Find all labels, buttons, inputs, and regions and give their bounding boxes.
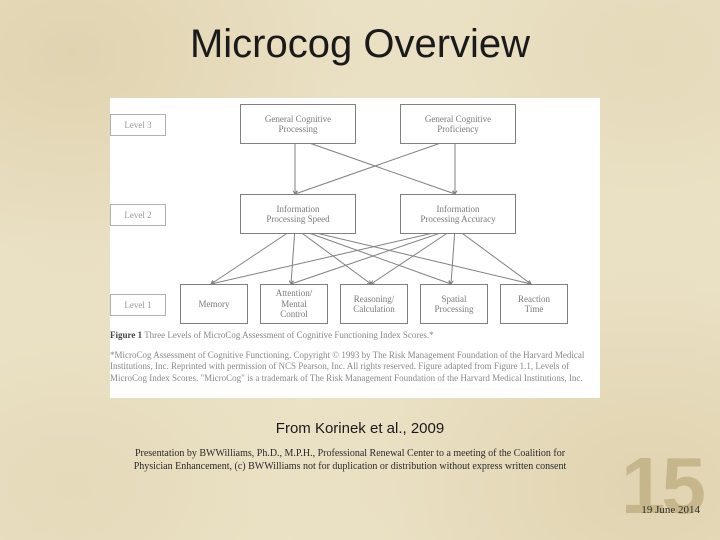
diagram-box-l3a: General CognitiveProcessing bbox=[240, 104, 356, 144]
diagram-box-l1b: Attention/MentalControl bbox=[260, 284, 328, 324]
source-line: From Korinek et al., 2009 bbox=[0, 420, 720, 437]
level-label: Level 3 bbox=[110, 114, 166, 136]
diagram-box-l2a: InformationProcessing Speed bbox=[240, 194, 356, 234]
figure-caption-line1: Three Levels of MicroCog Assessment of C… bbox=[144, 330, 433, 340]
figure-footnote: *MicroCog Assessment of Cognitive Functi… bbox=[110, 350, 590, 384]
figure-area: Figure 1 Three Levels of MicroCog Assess… bbox=[110, 98, 600, 398]
figure-caption-bold: Figure 1 bbox=[110, 330, 142, 340]
diagram-box-l2b: InformationProcessing Accuracy bbox=[400, 194, 516, 234]
diagram-box-l1d: SpatialProcessing bbox=[420, 284, 488, 324]
diagram-box-l3b: General CognitiveProficiency bbox=[400, 104, 516, 144]
diagram-box-l1a: Memory bbox=[180, 284, 248, 324]
level-label: Level 2 bbox=[110, 204, 166, 226]
credit-line: Presentation by BWWilliams, Ph.D., M.P.H… bbox=[130, 448, 570, 473]
slide-title: Microcog Overview bbox=[0, 22, 720, 67]
diagram-box-l1e: ReactionTime bbox=[500, 284, 568, 324]
diagram-box-l1c: Reasoning/Calculation bbox=[340, 284, 408, 324]
slide-date: 19 June 2014 bbox=[641, 504, 700, 516]
figure-caption: Figure 1 Three Levels of MicroCog Assess… bbox=[110, 330, 590, 341]
level-label: Level 1 bbox=[110, 294, 166, 316]
